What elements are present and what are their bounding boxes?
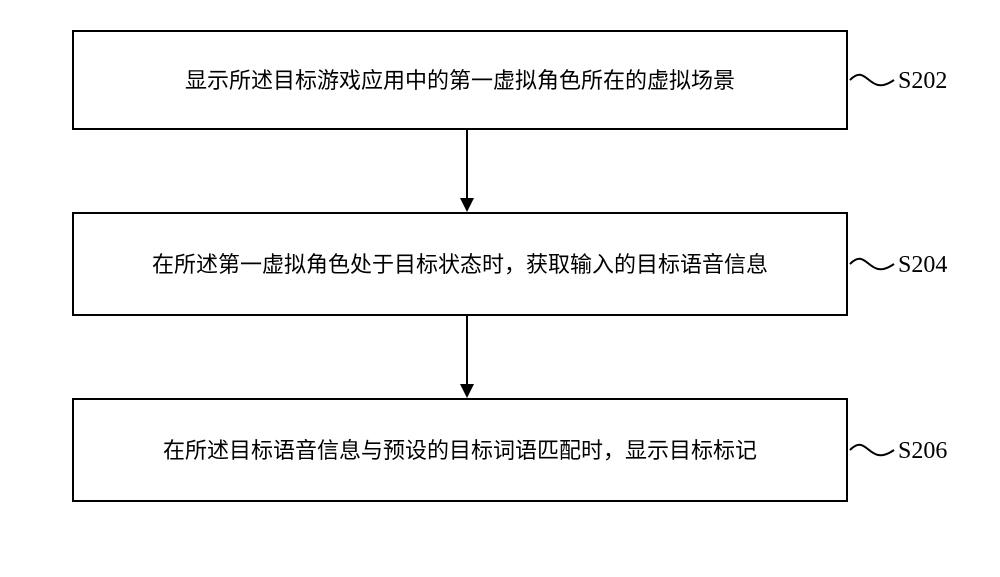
arrow-line xyxy=(466,316,468,384)
arrow-head-icon xyxy=(460,198,474,212)
label-connector-curve xyxy=(848,50,898,110)
flowchart-arrow xyxy=(460,130,474,212)
arrow-line xyxy=(466,130,468,198)
label-connector-curve xyxy=(848,234,898,294)
label-connector-curve xyxy=(848,420,898,480)
step-text: 在所述目标语音信息与预设的目标词语匹配时，显示目标标记 xyxy=(163,434,757,467)
flowchart-arrow xyxy=(460,316,474,398)
step-label-s202: S202 xyxy=(898,68,947,95)
step-label-s206: S206 xyxy=(898,438,947,465)
step-label-s204: S204 xyxy=(898,252,947,279)
flowchart-step-s204: 在所述第一虚拟角色处于目标状态时，获取输入的目标语音信息 xyxy=(72,212,848,316)
flowchart-step-s206: 在所述目标语音信息与预设的目标词语匹配时，显示目标标记 xyxy=(72,398,848,502)
step-text: 显示所述目标游戏应用中的第一虚拟角色所在的虚拟场景 xyxy=(185,64,735,97)
flowchart-step-s202: 显示所述目标游戏应用中的第一虚拟角色所在的虚拟场景 xyxy=(72,30,848,130)
step-text: 在所述第一虚拟角色处于目标状态时，获取输入的目标语音信息 xyxy=(152,248,768,281)
arrow-head-icon xyxy=(460,384,474,398)
